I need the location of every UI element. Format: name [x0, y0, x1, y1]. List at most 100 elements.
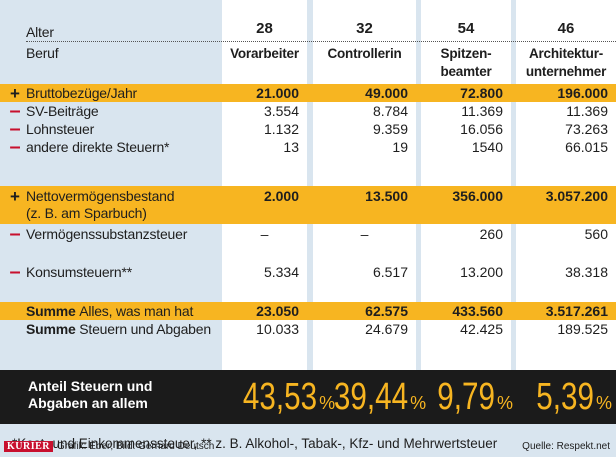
cell-netto-4: 3.057.200	[545, 188, 608, 204]
band-summe-alles	[0, 302, 616, 320]
cell-summe-steuern-3: 42.425	[460, 321, 503, 337]
anteil-band: Anteil Steuern und Abgaben an allem	[0, 370, 616, 424]
job-3-line-1: Spitzen-	[440, 46, 492, 61]
anteil-number: 5,39	[536, 376, 594, 418]
percent-unit: %	[410, 393, 427, 413]
cell-summe-alles-4: 3.517.261	[545, 303, 608, 319]
job-3: Spitzen-beamter	[421, 45, 511, 81]
row-label: andere direkte Steuern*	[26, 139, 169, 156]
row-brutto: + Bruttobezüge/Jahr 21.000 49.000 72.800 196.…	[0, 85, 616, 102]
row-label-cell: Summe Steuern und Abgaben	[4, 321, 218, 338]
footnote: *Kest- und Einkommenssteuer, ** z. B. Al…	[12, 436, 498, 451]
cell-konsum-1: 5.334	[263, 264, 299, 280]
row-label: Bruttobezüge/Jahr	[26, 85, 137, 102]
cell-andere-3: 1540	[471, 139, 503, 155]
anteil-value-3: 9,79%	[421, 372, 513, 422]
age-1: 28	[256, 20, 273, 37]
age-4: 46	[557, 20, 575, 37]
row-label-text: Konsumsteuern**	[26, 264, 132, 280]
row-netto: + Nettovermögensbestand (z. B. am Sparbuch…	[0, 188, 616, 224]
cell-sv-4: 11.369	[566, 103, 608, 119]
row-label-text: Steuern und Abgaben	[79, 321, 211, 337]
cell-konsum-2: 6.517	[372, 264, 408, 280]
cell-vermoegen-4: 560	[584, 226, 608, 242]
row-label-text: Lohnsteuer	[26, 121, 95, 137]
row-label-cell: – Konsumsteuern**	[4, 261, 218, 283]
header-divider	[26, 41, 616, 42]
anteil-value-2: 39,44%	[313, 372, 426, 422]
cell-sv-1: 3.554	[263, 103, 299, 119]
row-label: Vermögenssubstanzsteuer	[26, 226, 187, 243]
band-netto	[0, 186, 616, 224]
cell-summe-alles-1: 23.050	[256, 303, 299, 319]
kurier-logo: KURIER	[4, 441, 54, 452]
row-label: Summe Steuern und Abgaben	[26, 321, 211, 338]
age-3: 54	[457, 20, 475, 37]
cell-andere-1: 13	[283, 139, 299, 155]
row-label-text: Vermögenssubstanzsteuer	[26, 226, 188, 242]
percent-unit: %	[319, 393, 336, 413]
credit-line: KURIER Grafik: Eber; Bild: Gerhard Deuts…	[4, 441, 214, 452]
beruf-row-label: Beruf	[4, 45, 218, 129]
cell-vermoegen-3: 260	[479, 226, 503, 242]
row-label-cell: + Bruttobezüge/Jahr	[4, 85, 218, 102]
job-2-line-1: Controllerin	[327, 46, 402, 61]
row-lohn: – Lohnsteuer 1.132 9.359 16.056 73.263	[0, 118, 616, 140]
row-sv: – SV-Beiträge 3.554 8.784 11.369 11.369	[0, 100, 616, 122]
row-label-cell: – SV-Beiträge	[4, 100, 218, 122]
anteil-number: 9,79	[437, 376, 495, 418]
cell-konsum-4: 38.318	[565, 264, 608, 280]
row-label: Lohnsteuer	[26, 121, 94, 138]
cell-summe-steuern-4: 189.525	[557, 321, 608, 337]
source-text: Quelle: Respekt.net	[522, 441, 610, 452]
row-label-text: Alles, was man hat	[79, 303, 194, 319]
row-label: Summe Alles, was man hat	[26, 303, 193, 320]
row-label-text: Nettovermögensbestand	[26, 188, 175, 204]
anteil-value-4: 5,39%	[516, 372, 616, 422]
cell-lohn-1: 1.132	[263, 121, 299, 137]
cell-konsum-3: 13.200	[460, 264, 503, 280]
anteil-number: 43,53	[242, 376, 318, 418]
row-label-cell: + Nettovermögensbestand (z. B. am Sparbuch…	[4, 188, 218, 224]
anteil-label-line1: Anteil Steuern und	[28, 378, 153, 394]
row-andere: – andere direkte Steuern* 13 19 1540 66.015	[0, 136, 616, 158]
cell-lohn-3: 16.056	[460, 121, 503, 137]
cell-netto-1: 2.000	[263, 188, 299, 204]
cell-brutto-2: 49.000	[365, 85, 408, 101]
cell-summe-steuern-2: 24.679	[365, 321, 408, 337]
job-1-line-1: Vorarbeiter	[230, 46, 299, 61]
cell-brutto-4: 196.000	[557, 85, 608, 101]
minus-icon: –	[9, 118, 21, 140]
band-brutto	[0, 84, 616, 102]
plus-icon: +	[10, 187, 20, 206]
job-4-line-1: Architektur-	[528, 46, 604, 61]
anteil-number: 39,44	[333, 376, 409, 418]
row-summe-steuern: Summe Steuern und Abgaben 10.033 24.679 42.…	[0, 321, 616, 338]
percent-unit: %	[496, 393, 513, 413]
cell-vermoegen-1: –	[260, 226, 269, 242]
row-label-text: SV-Beiträge	[26, 103, 99, 119]
row-label-cell: – Lohnsteuer	[4, 118, 218, 140]
minus-icon: –	[9, 100, 21, 122]
cell-brutto-1: 21.000	[256, 85, 299, 101]
job-3-line-2: beamter	[440, 64, 492, 79]
minus-icon: –	[9, 261, 21, 283]
cell-netto-3: 356.000	[452, 188, 503, 204]
row-label: Nettovermögensbestand (z. B. am Sparbuch)	[26, 188, 175, 222]
cell-andere-4: 66.015	[565, 139, 608, 155]
alter-label: Alter	[26, 24, 54, 40]
row-label-cell: Summe Alles, was man hat	[4, 303, 218, 320]
row-label-text: Bruttobezüge/Jahr	[26, 85, 138, 101]
cell-sv-3: 11.369	[461, 103, 503, 119]
cell-sv-2: 8.784	[372, 103, 408, 119]
job-2: Controllerin	[313, 45, 416, 63]
beruf-label: Beruf	[26, 45, 59, 61]
row-label-cell: – Vermögenssubstanzsteuer	[4, 223, 218, 245]
cell-summe-steuern-1: 10.033	[256, 321, 299, 337]
minus-icon: –	[9, 223, 21, 245]
plus-icon: +	[10, 84, 20, 103]
cell-netto-2: 13.500	[365, 188, 408, 204]
minus-icon: –	[9, 136, 21, 158]
cell-lohn-2: 9.359	[372, 121, 408, 137]
